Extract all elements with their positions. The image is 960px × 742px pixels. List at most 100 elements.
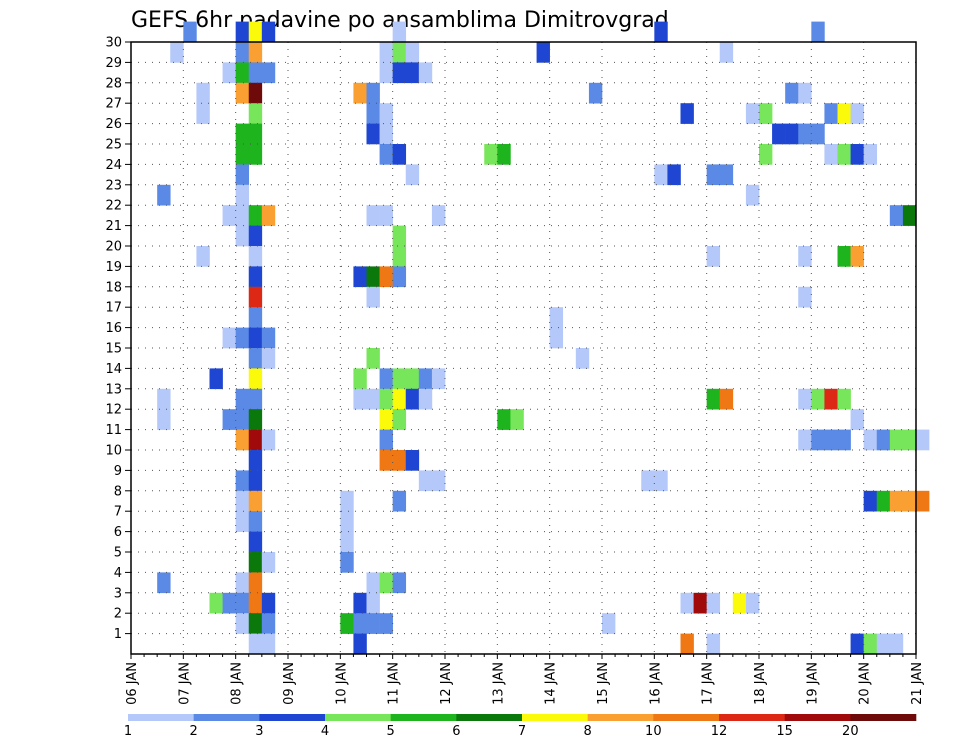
precip-cell xyxy=(379,42,393,63)
precip-cell xyxy=(497,409,511,430)
precip-cell xyxy=(575,348,590,369)
precip-cell xyxy=(392,450,407,471)
precip-cell xyxy=(366,613,380,634)
y-tick-label: 7 xyxy=(114,505,122,520)
precip-cell xyxy=(235,429,250,451)
colorbar-swatch xyxy=(784,714,851,721)
precip-cell xyxy=(248,388,263,410)
precip-cell xyxy=(405,388,420,410)
precip-cell xyxy=(261,552,276,573)
x-tick-label: 20 JAN xyxy=(858,662,873,705)
precip-cell xyxy=(837,144,851,165)
colorbar-swatch xyxy=(719,714,785,721)
colorbar-label: 7 xyxy=(518,724,526,739)
precip-cell xyxy=(235,470,250,492)
precip-cell xyxy=(785,123,799,145)
colorbar-swatch xyxy=(128,714,194,721)
precip-cell xyxy=(680,592,694,614)
precip-cell xyxy=(235,164,250,186)
precip-cell xyxy=(719,164,734,186)
precip-cell xyxy=(235,409,250,430)
precip-cell xyxy=(248,633,263,655)
precip-cell xyxy=(693,592,707,614)
precip-cell xyxy=(235,327,250,349)
precip-cell xyxy=(379,144,393,165)
precip-cell xyxy=(732,592,747,614)
precip-cell xyxy=(261,348,276,369)
precip-cell xyxy=(745,184,760,206)
precip-cell xyxy=(353,82,367,104)
precip-cell xyxy=(248,327,263,349)
x-tick-label: 21 JAN xyxy=(910,662,925,705)
precip-cell xyxy=(248,266,263,288)
precip-cell xyxy=(588,82,603,104)
precip-cell xyxy=(366,266,380,288)
precip-cell xyxy=(863,429,878,451)
precip-cell xyxy=(654,21,668,43)
precip-cell xyxy=(235,511,250,532)
precip-cell xyxy=(196,246,210,267)
precip-cell xyxy=(366,103,380,124)
precip-cell xyxy=(798,429,812,451)
precip-cell xyxy=(497,144,511,165)
precip-cell xyxy=(248,572,263,594)
precip-cell xyxy=(353,368,367,390)
y-tick-label: 20 xyxy=(105,240,122,255)
precip-cell xyxy=(235,225,250,247)
precip-cell xyxy=(235,572,250,594)
precip-cell xyxy=(222,205,236,226)
x-tick-label: 08 JAN xyxy=(230,662,245,705)
precip-cell xyxy=(837,388,851,410)
precip-cell xyxy=(680,633,694,655)
precip-cell xyxy=(745,103,760,124)
precip-cell xyxy=(850,103,864,124)
colorbar-swatch xyxy=(850,714,917,721)
precip-cell xyxy=(379,62,393,84)
precip-cell xyxy=(837,246,851,267)
precip-cell xyxy=(798,388,812,410)
x-tick-label: 18 JAN xyxy=(753,662,768,705)
precip-cell xyxy=(366,123,380,145)
precip-cell xyxy=(405,164,420,186)
precip-cell xyxy=(837,429,851,451)
precip-cell xyxy=(405,62,420,84)
precip-cell xyxy=(366,592,380,614)
precip-cell xyxy=(654,470,668,492)
x-tick-label: 13 JAN xyxy=(491,662,506,705)
colorbar-swatch xyxy=(259,714,326,721)
precip-cell xyxy=(248,286,263,308)
precip-cell xyxy=(379,388,393,410)
x-tick-label: 19 JAN xyxy=(805,662,820,705)
precip-cell xyxy=(837,103,851,124)
precip-cell xyxy=(235,613,250,634)
precip-cell xyxy=(418,368,433,390)
precip-cell xyxy=(418,388,433,410)
precip-cell xyxy=(340,531,354,553)
precip-cell xyxy=(235,123,250,145)
precip-cell xyxy=(602,613,616,634)
x-tick-label: 07 JAN xyxy=(177,662,192,705)
precip-cell xyxy=(706,592,721,614)
precip-cell xyxy=(876,429,891,451)
precip-cell xyxy=(340,552,354,573)
precip-cell xyxy=(785,82,799,104)
precip-cell xyxy=(261,205,276,226)
precip-cell xyxy=(392,21,407,43)
y-tick-label: 26 xyxy=(105,117,122,132)
precip-cell xyxy=(876,633,891,655)
precip-cell xyxy=(196,103,210,124)
colorbar-label: 3 xyxy=(255,724,263,739)
precip-cell xyxy=(379,266,393,288)
y-tick-label: 4 xyxy=(114,566,122,581)
precip-cell xyxy=(889,205,904,226)
y-tick-label: 13 xyxy=(105,382,122,397)
precip-cell xyxy=(261,592,276,614)
precip-cell xyxy=(392,144,407,165)
precip-cell xyxy=(916,429,930,451)
precip-cell xyxy=(824,103,838,124)
precip-cell xyxy=(706,164,721,186)
precip-cell xyxy=(916,490,930,512)
y-tick-label: 23 xyxy=(105,178,122,193)
x-tick-label: 09 JAN xyxy=(282,662,297,705)
precip-cell xyxy=(850,633,864,655)
